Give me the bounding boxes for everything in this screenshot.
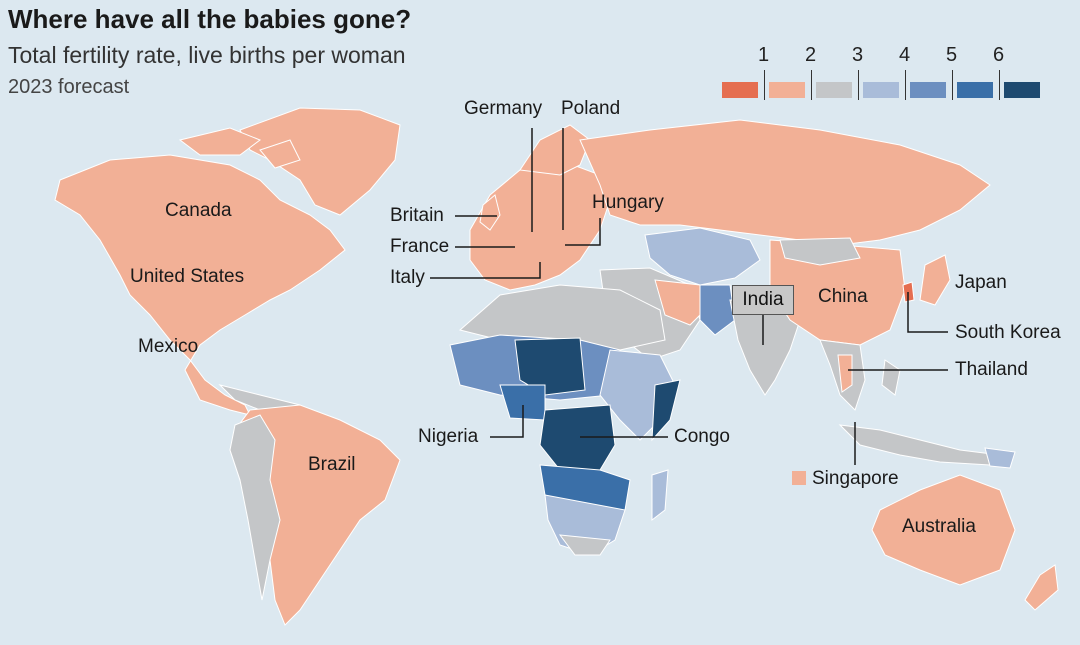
- label-mexico: Mexico: [138, 336, 199, 357]
- leader-lines: [430, 128, 948, 465]
- legend-tick-label: 1: [757, 44, 770, 66]
- label-germany: Germany: [464, 98, 543, 119]
- madagascar: [651, 469, 669, 522]
- label-congo: Congo: [674, 426, 730, 447]
- legend-swatch: [769, 82, 805, 98]
- somalia: [651, 379, 681, 442]
- legend-swatch: [722, 82, 758, 98]
- label-britain: Britain: [390, 205, 444, 226]
- japan: [919, 254, 951, 306]
- niger-chad: [514, 337, 586, 396]
- label-thailand: Thailand: [955, 359, 1028, 380]
- label-united-states: United States: [130, 266, 245, 287]
- label-canada: Canada: [165, 200, 232, 221]
- legend-swatch: [910, 82, 946, 98]
- legend-tick: [998, 70, 1000, 100]
- chart-title: Where have all the babies gone?: [8, 4, 412, 34]
- label-nigeria: Nigeria: [418, 426, 479, 447]
- andes-grey: [229, 414, 281, 601]
- legend-tick: [951, 70, 953, 100]
- central-asia: [644, 227, 761, 286]
- legend: 1 2 3 4 5 6: [722, 44, 1052, 100]
- north-america: [54, 154, 346, 416]
- legend-swatch: [863, 82, 899, 98]
- label-brazil: Brazil: [308, 454, 356, 475]
- legend-tick-label: 5: [945, 44, 958, 66]
- thailand: [837, 354, 853, 393]
- legend-swatch: [816, 82, 852, 98]
- label-south-korea: South Korea: [955, 322, 1061, 343]
- legend-tick: [857, 70, 859, 100]
- legend-swatch: [1004, 82, 1040, 98]
- legend-tick: [810, 70, 812, 100]
- label-poland: Poland: [561, 98, 621, 119]
- new-zealand: [1024, 564, 1059, 611]
- mongolia: [779, 237, 861, 266]
- legend-tick-label: 4: [898, 44, 911, 66]
- legend-tick-label: 6: [992, 44, 1005, 66]
- indonesia: [838, 424, 1002, 466]
- australia: [871, 474, 1016, 586]
- afghanistan-pakistan: [699, 284, 736, 336]
- legend-tick-label: 3: [851, 44, 864, 66]
- legend-tick-label: 2: [804, 44, 817, 66]
- label-france: France: [390, 236, 450, 257]
- russia: [579, 119, 991, 246]
- label-italy: Italy: [390, 267, 425, 288]
- legend-tick: [763, 70, 765, 100]
- britain: [479, 194, 501, 231]
- label-australia: Australia: [902, 516, 976, 537]
- legend-tick: [904, 70, 906, 100]
- chart-subtitle: Total fertility rate, live births per wo…: [8, 42, 406, 68]
- arctic-islands: [178, 127, 301, 169]
- label-hungary: Hungary: [592, 192, 664, 213]
- singapore-marker: [792, 471, 806, 485]
- papua: [984, 447, 1016, 469]
- forecast-note: 2023 forecast: [8, 76, 130, 98]
- legend-swatch: [957, 82, 993, 98]
- label-singapore: Singapore: [812, 468, 899, 489]
- south-africa: [558, 534, 611, 556]
- label-china: China: [818, 286, 868, 307]
- philippines: [881, 359, 901, 396]
- label-india: India: [732, 285, 794, 315]
- label-japan: Japan: [955, 272, 1007, 293]
